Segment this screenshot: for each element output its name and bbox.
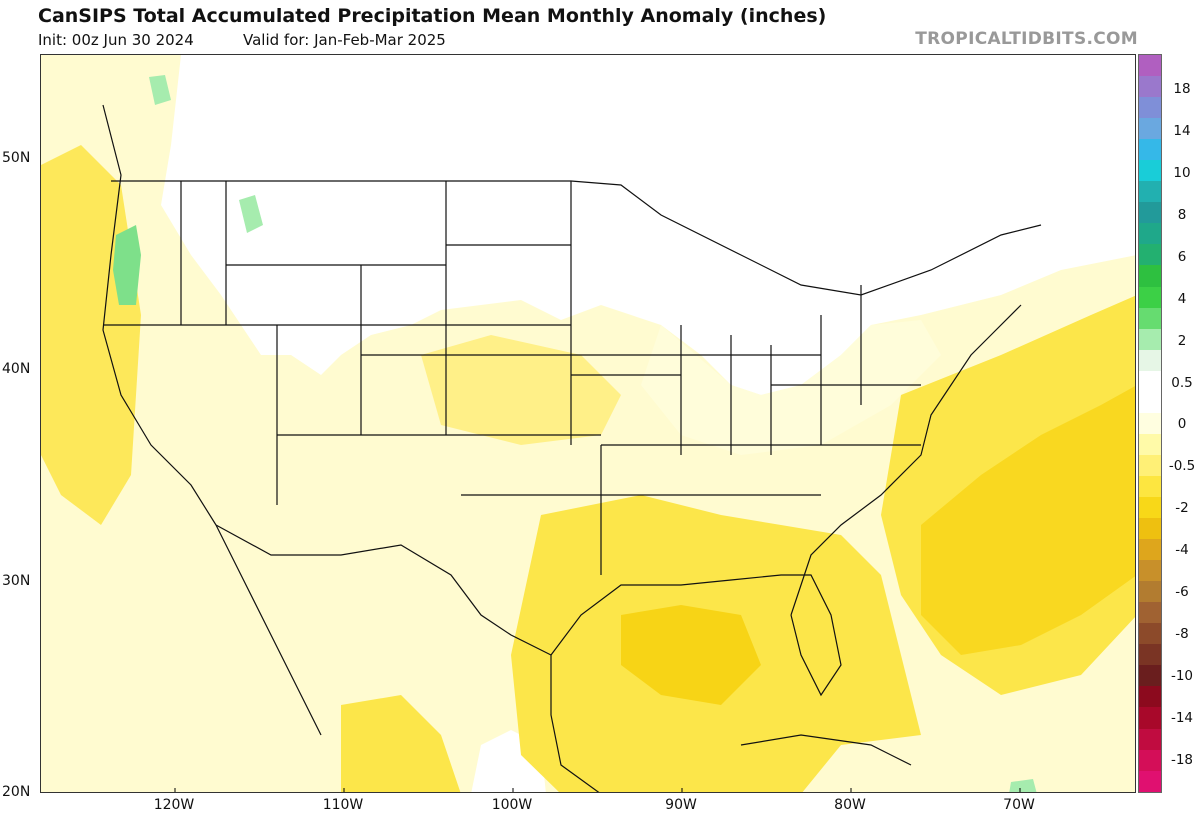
lon-label-100w: 100W [491,797,533,813]
graticule-ticks [174,788,1021,792]
colorbar-legend [1138,54,1162,793]
colorbar-segment [1139,665,1161,687]
colorbar-label: -10 [1170,668,1194,684]
colorbar-segment [1139,244,1161,266]
colorbar-segment [1139,391,1161,413]
colorbar-segment [1139,349,1161,371]
source-watermark: TROPICALTIDBITS.COM [915,29,1138,49]
colorbar-label: -14 [1170,710,1194,726]
colorbar-label: 0.5 [1171,375,1193,391]
lon-label-70w: 70W [1003,797,1035,813]
map-canvas [41,55,1135,792]
colorbar-segment [1139,454,1161,476]
colorbar-segment [1139,223,1161,245]
colorbar-segment [1139,286,1161,308]
colorbar-label: 8 [1177,207,1187,223]
green-patch-caribbean [1009,779,1037,792]
colorbar-segment [1139,370,1161,392]
colorbar-segment [1139,496,1161,519]
pale-band [641,320,941,455]
cuba [740,734,912,766]
colorbar-segment [1139,181,1161,203]
gulf-coast [550,574,842,697]
moderate-yellow-west-coast [41,145,141,525]
colorbar-segment [1139,475,1161,497]
colorbar-segment [1139,518,1161,540]
colorbar-label: -2 [1175,500,1189,516]
colorbar-segment [1139,581,1161,603]
valid-period: Valid for: Jan-Feb-Mar 2025 [243,31,446,49]
lon-label-80w: 80W [834,797,866,813]
colorbar-label: 10 [1173,165,1191,181]
green-patch-bc [149,75,171,105]
moderate-yellow-plains [421,335,621,445]
colorbar-segment [1139,602,1161,624]
strong-yellow-gulf [621,605,761,705]
colorbar-label: -18 [1170,752,1194,768]
colorbar-segment [1139,707,1161,729]
lat-label-50n: 50N [2,150,31,166]
colorbar-label: -0.5 [1168,458,1196,474]
colorbar-segment [1139,686,1161,708]
colorbar-segment [1139,728,1161,750]
colorbar-segment [1139,749,1161,771]
boundaries [102,104,1042,792]
lon-label-90w: 90W [665,797,697,813]
colorbar-segment [1139,139,1161,161]
init-time: Init: 00z Jun 30 2024 [38,31,194,49]
state-lines-vertical [180,181,862,575]
colorbar-segment [1139,433,1161,455]
colorbar-label: -8 [1175,626,1189,642]
green-patch-pnw [113,225,141,305]
lon-label-120w: 120W [153,797,195,813]
colorbar-label: 6 [1177,249,1187,265]
colorbar-segment [1139,307,1161,329]
colorbar-segment [1139,76,1161,98]
colorbar-segment [1139,328,1161,350]
colorbar-segment [1139,118,1161,140]
colorbar-label: 14 [1173,123,1191,139]
anomaly-map [40,54,1136,793]
colorbar-segment [1139,265,1161,287]
near-zero-region [161,55,1135,395]
baja-california [215,524,322,736]
colorbar-segment [1139,560,1161,582]
colorbar-segment [1139,55,1161,77]
colorbar-segment [1139,160,1161,182]
colorbar-label: -4 [1175,542,1189,558]
colorbar-label: 0 [1177,416,1187,432]
strong-yellow-atlantic [921,386,1135,655]
colorbar-segment [1139,644,1161,666]
lat-label-30n: 30N [2,573,31,589]
colorbar-segment [1139,202,1161,224]
colorbar-label: 4 [1177,291,1187,307]
state-lines-horizontal [103,244,921,496]
colorbar-segment [1139,623,1161,645]
colorbar-segment [1139,770,1161,792]
us-west-coast [102,104,217,526]
map-title: CanSIPS Total Accumulated Precipitation … [38,5,827,27]
lat-label-20n: 20N [2,784,31,800]
colorbar-segment [1139,97,1161,119]
colorbar-label: 18 [1173,81,1191,97]
canada-border [111,180,1042,296]
green-patch-idaho [239,195,263,233]
colorbar-segment [1139,539,1161,561]
moderate-yellow-mexico [341,695,461,792]
colorbar-label: 2 [1177,333,1187,349]
lat-label-40n: 40N [2,361,31,377]
colorbar-segment [1139,412,1161,434]
colorbar-label: -6 [1175,584,1189,600]
mexico-gulf-coast [550,655,600,792]
lon-label-110w: 110W [322,797,364,813]
mexico-border [215,524,552,656]
east-coast [790,304,1022,616]
